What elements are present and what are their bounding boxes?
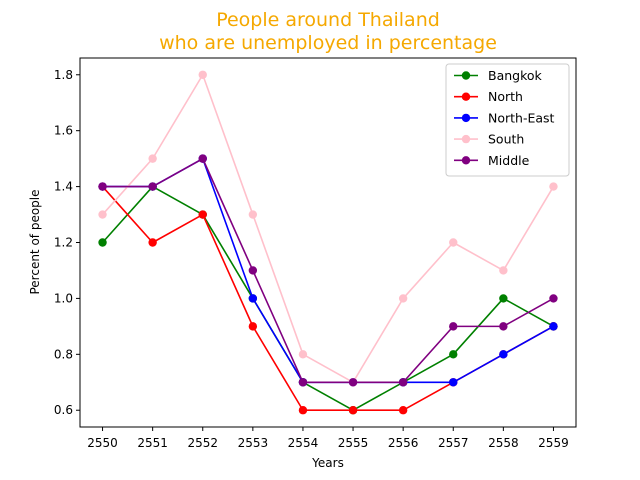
data-point: [298, 350, 308, 359]
data-point: [198, 70, 207, 79]
data-point: [398, 294, 408, 303]
data-point: [449, 322, 458, 331]
chart-title-line-2: who are unemployed in percentage: [159, 32, 497, 54]
legend-box: [445, 63, 570, 177]
series-north: [98, 182, 558, 415]
legend-marker: [461, 156, 471, 165]
axis-ticks: 2550 2551 2552 2553 2554 2555 2556 2557 2558 2559…: [54, 68, 569, 450]
x-axis-label: Years: [311, 456, 344, 470]
x-tick-label: 2551: [137, 436, 168, 450]
y-tick-label: 1.2: [54, 236, 73, 250]
x-tick-label: 2552: [187, 436, 218, 450]
y-tick-label: 1.4: [54, 180, 73, 194]
data-point: [198, 154, 207, 163]
data-point: [248, 294, 258, 303]
y-tick-label: 1.6: [54, 124, 73, 138]
x-tick-label: 2550: [87, 436, 118, 450]
data-point: [549, 182, 558, 191]
y-tick-label: 0.8: [54, 347, 73, 361]
data-point: [98, 210, 107, 219]
data-point: [398, 378, 408, 387]
legend: Bangkok North North-East South Middle: [445, 63, 570, 177]
data-point: [348, 406, 358, 415]
x-tick-label: 2558: [488, 436, 519, 450]
y-tick-label: 1.8: [54, 68, 73, 82]
data-point: [549, 294, 558, 303]
data-point: [449, 378, 458, 387]
data-point: [248, 210, 258, 219]
data-point: [298, 378, 308, 387]
x-tick-label: 2555: [338, 436, 369, 450]
legend-label: South: [488, 132, 524, 147]
data-point: [248, 322, 258, 331]
x-tick-label: 2557: [438, 436, 469, 450]
series-bangkok: [98, 182, 558, 415]
data-point: [449, 350, 458, 359]
series-north-east: [98, 154, 558, 387]
data-point: [499, 266, 508, 275]
data-point: [298, 406, 308, 415]
series-line: [101, 186, 554, 412]
series-south: [98, 70, 558, 387]
data-point: [549, 322, 558, 331]
legend-label: Middle: [488, 153, 530, 168]
legend-label: Bangkok: [488, 68, 543, 83]
legend-item: South: [454, 132, 524, 147]
legend-label: North-East: [488, 110, 555, 125]
data-point: [148, 238, 157, 247]
x-tick-label: 2556: [388, 436, 419, 450]
y-axis-label: Percent of people: [28, 189, 42, 294]
x-tick-label: 2559: [538, 436, 569, 450]
legend-label: North: [488, 89, 523, 104]
series-line: [102, 157, 554, 384]
legend-item: North-East: [454, 110, 555, 125]
legend-marker: [461, 134, 471, 144]
data-point: [499, 350, 508, 359]
data-point: [148, 154, 157, 163]
series-line: [102, 157, 554, 384]
data-point: [98, 238, 107, 247]
series-layer: [98, 70, 558, 415]
series-line: [101, 185, 554, 412]
legend-item: North: [454, 89, 523, 104]
legend-marker: [461, 113, 471, 123]
x-tick-label: 2554: [288, 436, 319, 450]
data-point: [348, 378, 358, 387]
legend-marker: [461, 92, 471, 101]
series-line: [101, 73, 555, 384]
data-point: [98, 182, 107, 191]
plot-frame: [79, 57, 577, 428]
legend-item: Middle: [454, 153, 530, 168]
chart-title-line-1: People around Thailand: [216, 9, 440, 31]
data-point: [499, 294, 508, 303]
legend-marker: [461, 71, 471, 80]
data-point: [398, 406, 408, 415]
data-point: [148, 182, 157, 191]
y-tick-label: 0.6: [54, 403, 73, 417]
series-middle: [98, 154, 558, 387]
legend-item: Bangkok: [454, 68, 543, 83]
data-point: [198, 210, 207, 219]
data-point: [499, 322, 508, 331]
y-tick-label: 1.0: [54, 291, 73, 305]
x-tick-label: 2553: [238, 436, 269, 450]
data-point: [248, 266, 258, 275]
data-point: [449, 238, 458, 247]
